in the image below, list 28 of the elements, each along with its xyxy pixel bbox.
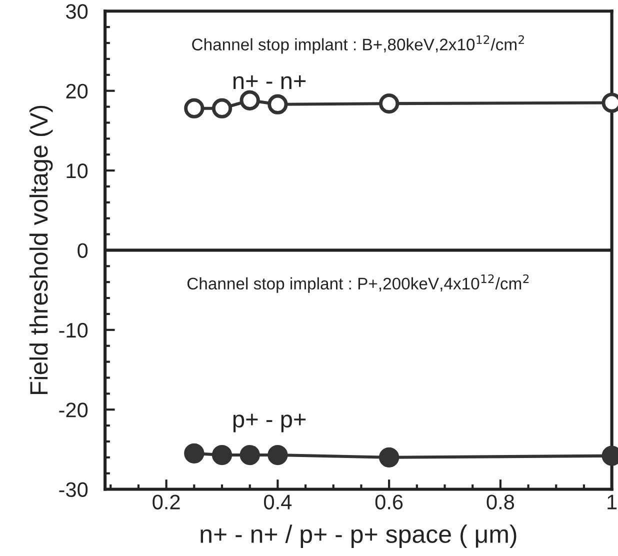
annotation: Channel stop implant : P+,200keV,4x10$^{12}$/cm$^{2}$	[187, 274, 529, 293]
x-tick-label: 0.2	[152, 494, 180, 510]
annotation: Channel stop implant : B+,80keV,2x10$^{12}$/cm$^{2}$	[192, 35, 524, 54]
y-tick-label: 20	[66, 84, 88, 99]
x-tick-label: 1	[608, 494, 617, 510]
series-label: n+ - n+	[233, 75, 306, 89]
x-tick-label: 0.4	[264, 494, 292, 510]
y-axis-title: Field threshold voltage (V)	[29, 106, 53, 394]
point	[379, 93, 400, 114]
y-tick-label: 10	[66, 164, 88, 178]
y-tick-label: -20	[59, 402, 88, 418]
point	[268, 94, 288, 114]
y-tick-label: 0	[78, 243, 88, 258]
x-axis-title: n+ - n+ / p+ - p+ space ( μm)	[200, 524, 516, 548]
point	[240, 444, 260, 466]
y-tick-label: -10	[59, 322, 88, 338]
y-tick-label: 30	[66, 4, 88, 19]
point	[184, 98, 204, 118]
series-label: p+ - p+	[233, 414, 306, 432]
x-tick-label: 0.8	[486, 494, 514, 510]
point	[184, 443, 204, 464]
point	[212, 98, 232, 118]
point	[268, 444, 288, 466]
x-tick-label: 0.6	[375, 494, 403, 510]
point	[212, 444, 232, 466]
point	[240, 90, 260, 110]
point	[379, 447, 400, 468]
y-tick-label: -30	[59, 482, 88, 498]
